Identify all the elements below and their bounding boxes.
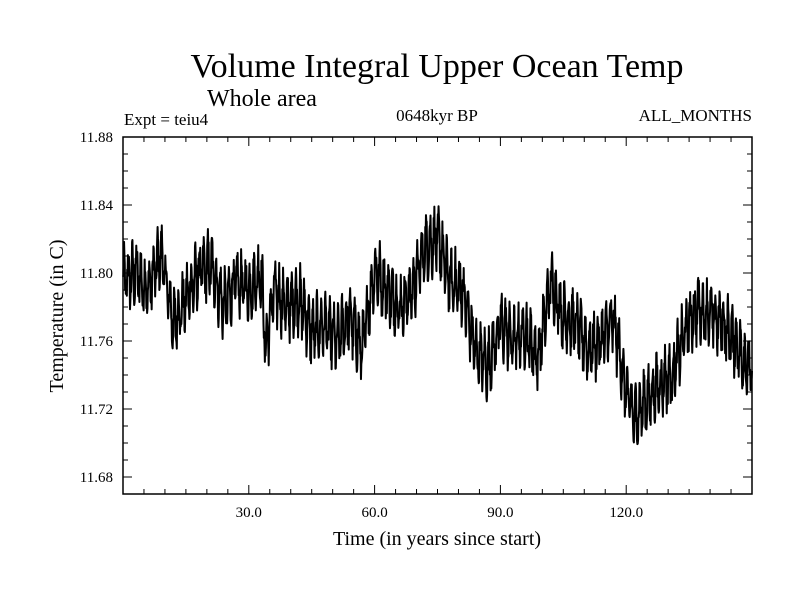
- months-label: ALL_MONTHS: [639, 106, 752, 125]
- x-tick-label: 60.0: [361, 505, 387, 521]
- y-tick-label: 11.88: [80, 130, 113, 146]
- axis-tick-labels: 30.0 60.0 90.0 120.0 11.68 11.72 11.76 11.80 11.…: [80, 130, 643, 521]
- experiment-label: Expt = teiu4: [124, 110, 209, 129]
- chart-title: Volume Integral Upper Ocean Temp: [191, 48, 684, 85]
- x-tick-label: 30.0: [236, 505, 262, 521]
- y-tick-label: 11.76: [80, 334, 114, 350]
- y-tick-label: 11.68: [80, 470, 113, 486]
- x-tick-label: 90.0: [487, 505, 513, 521]
- chart-subtitle: Whole area: [207, 86, 317, 112]
- axis-ticks: [123, 137, 752, 494]
- y-tick-label: 11.72: [80, 402, 113, 418]
- x-tick-label: 120.0: [609, 505, 643, 521]
- y-tick-label: 11.84: [80, 198, 114, 214]
- series-line: [122, 205, 753, 446]
- plot-frame: [122, 136, 753, 495]
- period-label: 0648kyr BP: [396, 106, 478, 125]
- y-tick-label: 11.80: [80, 266, 113, 282]
- y-axis-label: Temperature (in C): [46, 240, 68, 393]
- x-axis-label: Time (in years since start): [333, 528, 541, 550]
